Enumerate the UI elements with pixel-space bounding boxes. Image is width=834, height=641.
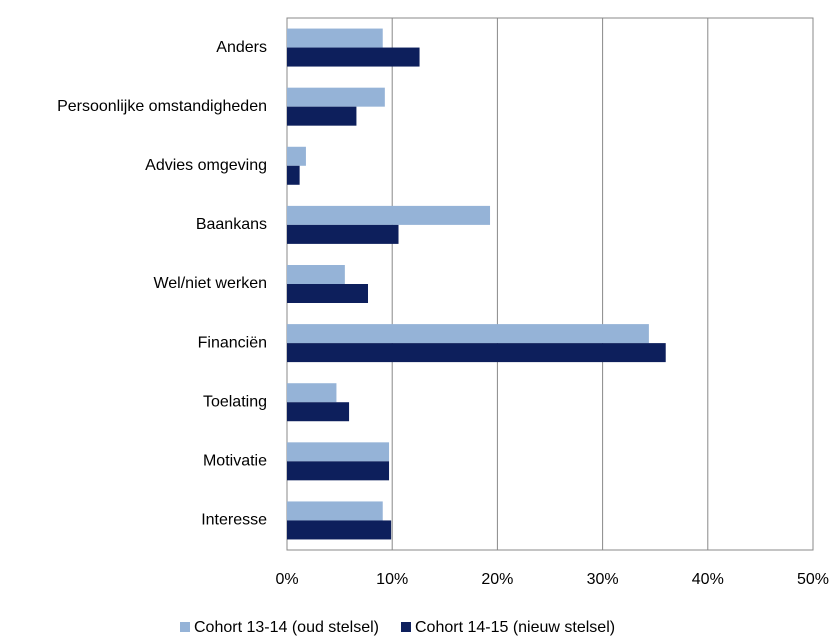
legend-label: Cohort 13-14 (oud stelsel) [194,619,379,636]
bar [287,343,666,363]
legend-swatch [400,622,411,632]
y-tick-label: Wel/niet werken [153,275,267,292]
bar [287,205,491,225]
bar [287,324,649,344]
x-tick-label: 20% [481,571,513,588]
bar [287,520,392,540]
legend-swatch [180,622,190,632]
bar [287,224,399,244]
legend-label: Cohort 14-15 (nieuw stelsel) [415,619,615,636]
y-tick-label: Baankans [196,216,267,233]
y-tick-label: Motivatie [203,453,267,470]
y-tick-label: Persoonlijke omstandigheden [57,98,267,115]
bar [287,47,420,67]
bar [287,383,337,403]
y-tick-label: Advies omgeving [145,157,267,174]
y-tick-label: Financiën [198,334,267,351]
x-tick-label: 10% [376,571,408,588]
x-tick-label: 0% [275,571,298,588]
bar [287,106,357,126]
y-tick-label: Interesse [201,512,267,529]
bar [287,165,300,185]
y-tick-label: Anders [216,39,267,56]
x-tick-label: 40% [692,571,724,588]
bar [287,501,383,521]
x-tick-label: 50% [797,571,829,588]
bar [287,284,369,303]
bar [287,87,385,107]
bar [287,461,390,481]
bar [287,28,383,48]
y-tick-label: Toelating [203,393,267,410]
x-tick-label: 30% [587,571,619,588]
bar [287,146,306,166]
bar [287,265,345,284]
bar [287,442,390,462]
bar [287,402,350,422]
